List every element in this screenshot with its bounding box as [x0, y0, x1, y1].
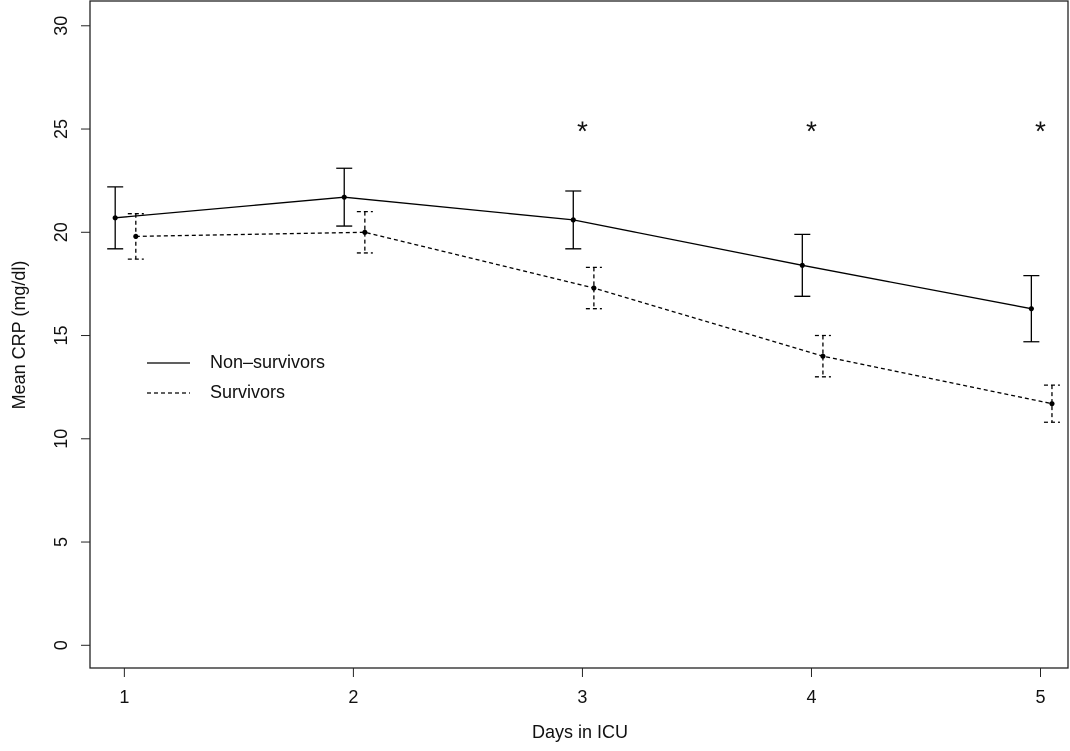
x-tick-label: 4 — [806, 687, 816, 707]
y-tick-label: 10 — [51, 429, 71, 449]
annotation: * — [806, 115, 817, 146]
y-tick-label: 20 — [51, 222, 71, 242]
x-axis-title: Days in ICU — [532, 722, 628, 742]
legend-label: Survivors — [210, 382, 285, 402]
series-line — [135, 231, 1053, 405]
data-point — [820, 353, 826, 359]
data-point — [341, 194, 347, 200]
x-tick-label: 2 — [348, 687, 358, 707]
data-point — [1049, 401, 1055, 407]
annotation: * — [1035, 115, 1046, 146]
x-tick-label: 5 — [1036, 687, 1046, 707]
data-point — [133, 233, 139, 240]
data-point — [570, 217, 576, 223]
data-point — [591, 285, 597, 291]
plot-frame — [89, 0, 1069, 669]
y-tick-label: 25 — [51, 119, 71, 139]
data-point — [362, 229, 368, 235]
data-point — [112, 215, 118, 221]
y-tick-label: 5 — [51, 537, 71, 547]
x-tick-label: 1 — [119, 687, 129, 707]
y-tick-label: 15 — [51, 326, 71, 346]
error-bar — [585, 266, 602, 310]
data-point — [1028, 306, 1034, 312]
y-tick-label: 0 — [51, 640, 71, 650]
y-axis-title: Mean CRP (mg/dl) — [9, 261, 29, 410]
x-tick-label: 3 — [577, 687, 587, 707]
error-bar — [814, 334, 831, 378]
error-bar — [356, 210, 373, 254]
error-bar — [1043, 384, 1060, 423]
y-tick-label: 30 — [51, 16, 71, 36]
data-point — [799, 262, 805, 268]
legend-label: Non–survivors — [210, 352, 325, 372]
annotation: * — [577, 115, 588, 146]
